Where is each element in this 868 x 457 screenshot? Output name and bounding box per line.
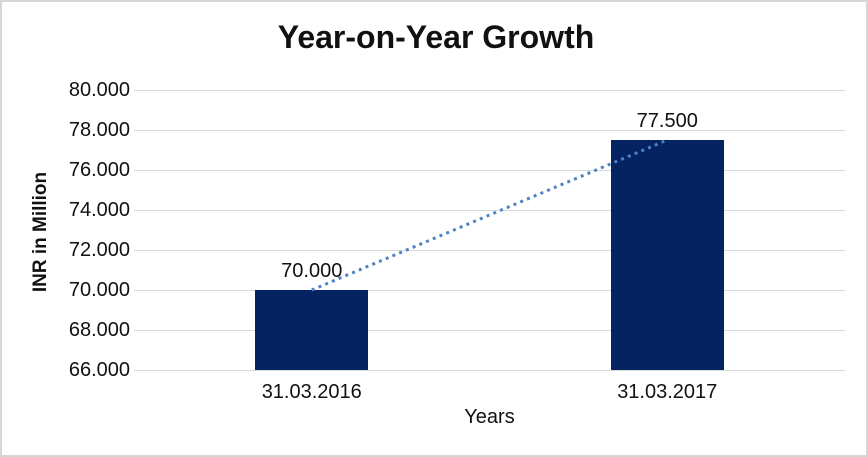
gridline xyxy=(134,210,845,211)
gridline xyxy=(134,330,845,331)
gridline xyxy=(134,170,845,171)
y-axis-tick-label: 74.000 xyxy=(68,199,130,221)
chart-title: Year-on-Year Growth xyxy=(277,19,595,55)
gridline xyxy=(134,250,845,251)
trendline-segment xyxy=(311,138,668,292)
y-axis-title: INR in Million xyxy=(30,171,51,293)
data-label: 70.000 xyxy=(281,260,343,282)
data-label: 77.500 xyxy=(636,110,698,132)
y-axis-tick-label: 68.000 xyxy=(68,319,130,341)
bar-31.03.2016 xyxy=(255,290,369,370)
y-axis-tick-label: 72.000 xyxy=(68,239,130,261)
x-axis-title: Years xyxy=(464,406,515,428)
gridline xyxy=(134,290,845,291)
x-axis-category-label: 31.03.2017 xyxy=(617,381,718,403)
y-axis-tick-label: 76.000 xyxy=(68,159,130,181)
bar-31.03.2017 xyxy=(610,140,724,370)
gridline xyxy=(134,130,845,131)
y-axis-tick-label: 66.000 xyxy=(68,359,130,381)
gridline xyxy=(134,90,845,91)
x-axis-category-label: 31.03.2016 xyxy=(261,381,362,403)
y-axis-tick-label: 70.000 xyxy=(68,279,130,301)
y-axis-tick-label: 80.000 xyxy=(68,79,130,101)
gridline xyxy=(134,370,845,371)
y-axis-tick-label: 78.000 xyxy=(68,119,130,141)
